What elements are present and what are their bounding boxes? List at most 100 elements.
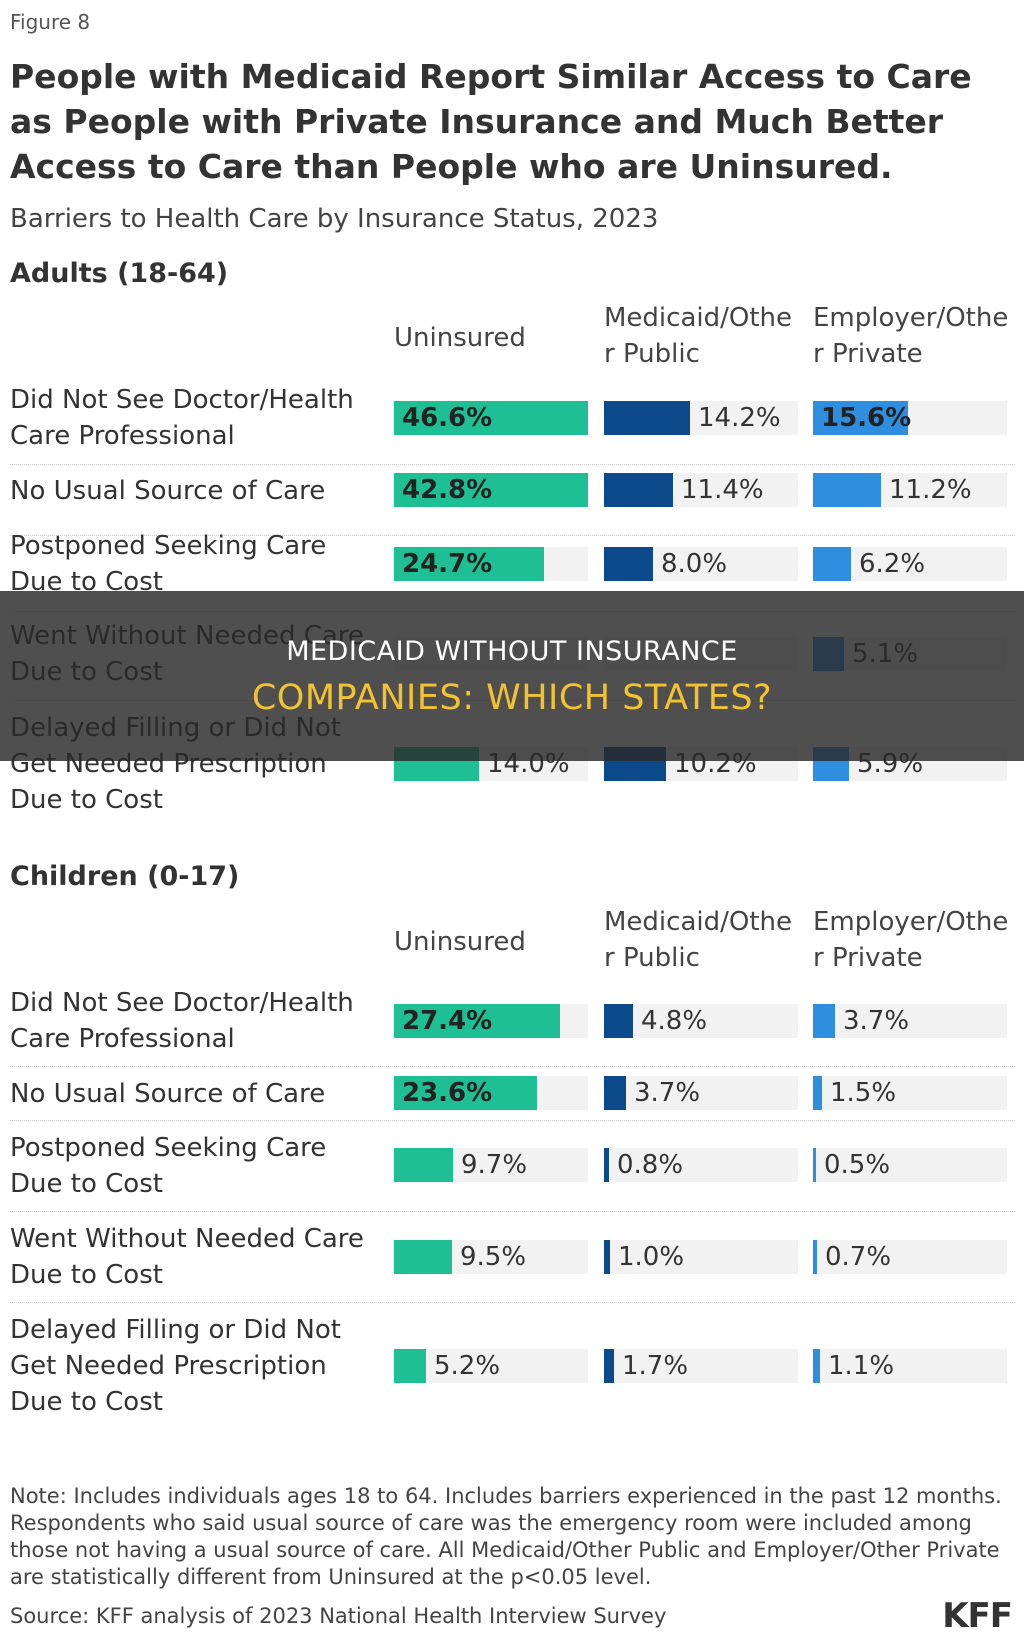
chart-title: People with Medicaid Report Similar Acce… [10, 57, 972, 186]
bar-track: 1.1% [813, 1349, 1007, 1383]
bar-track: 23.6% [394, 1076, 588, 1110]
figure-label: Figure 8 [10, 10, 91, 34]
row-label: Went Without Needed Care Due to Cost [10, 1224, 364, 1290]
data-label: 6.2% [859, 549, 926, 579]
bar-track: 9.7% [394, 1148, 588, 1182]
bar-track: 4.8% [604, 1004, 798, 1038]
row-divider [10, 1120, 1015, 1121]
column-header: Employer/Other Private [813, 907, 1009, 973]
data-label: 15.6% [821, 403, 912, 433]
bar [604, 401, 690, 435]
section-title: Adults (18-64) [10, 258, 229, 289]
column-header: Uninsured [394, 323, 526, 353]
row-divider [10, 464, 1015, 465]
column-header: Uninsured [394, 927, 526, 957]
chart-source: Source: KFF analysis of 2023 National He… [10, 1604, 667, 1628]
bar [813, 1240, 817, 1274]
data-label: 1.7% [622, 1351, 689, 1381]
bar [394, 1349, 426, 1383]
bar [394, 1240, 452, 1274]
caption-overlay [0, 591, 1024, 761]
bar [813, 1148, 816, 1182]
data-label: 27.4% [402, 1006, 493, 1036]
column-header: Medicaid/Other Public [604, 907, 793, 973]
row-label: Postponed Seeking Care Due to Cost [10, 1133, 327, 1199]
data-label: 8.0% [661, 549, 728, 579]
bar [604, 1076, 626, 1110]
bar-track: 24.7% [394, 547, 588, 581]
bar-track: 11.4% [604, 473, 798, 507]
bar-track: 15.6% [813, 401, 1007, 435]
bar-track: 14.2% [604, 401, 798, 435]
kff-logo: KFF [942, 1596, 1013, 1636]
chart-subtitle: Barriers to Health Care by Insurance Sta… [10, 204, 659, 234]
data-label: 9.5% [460, 1242, 527, 1272]
bar-track: 42.8% [394, 473, 588, 507]
bar [813, 1076, 822, 1110]
column-header: Medicaid/Other Public [604, 303, 793, 369]
bar [394, 547, 544, 581]
data-label: 14.2% [698, 403, 781, 433]
bar-track: 1.5% [813, 1076, 1007, 1110]
bar [813, 547, 851, 581]
row-label: Did Not See Doctor/Health Care Professio… [10, 988, 354, 1054]
bar [604, 1349, 614, 1383]
bar [394, 473, 588, 507]
row-label: Postponed Seeking Care Due to Cost [10, 531, 327, 597]
data-label: 24.7% [402, 549, 493, 579]
bar [813, 1004, 835, 1038]
data-label: 42.8% [402, 475, 493, 505]
bar [813, 473, 881, 507]
bar-track: 0.8% [604, 1148, 798, 1182]
row-divider [10, 1066, 1015, 1067]
data-label: 5.2% [434, 1351, 501, 1381]
data-label: 23.6% [402, 1078, 493, 1108]
bar-track: 1.7% [604, 1349, 798, 1383]
data-label: 4.8% [641, 1006, 708, 1036]
bar-track: 11.2% [813, 473, 1007, 507]
data-label: 0.7% [825, 1242, 892, 1272]
bar-track: 3.7% [604, 1076, 798, 1110]
data-label: 46.6% [402, 403, 493, 433]
row-label: Delayed Filling or Did Not Get Needed Pr… [10, 1315, 341, 1417]
data-label: 1.5% [830, 1078, 897, 1108]
bar [604, 547, 653, 581]
chart-note: Note: Includes individuals ages 18 to 64… [10, 1484, 1002, 1589]
data-label: 0.8% [617, 1150, 684, 1180]
data-label: 3.7% [843, 1006, 910, 1036]
bar-track: 1.0% [604, 1240, 798, 1274]
overlay-headline-line1: MEDICAID WITHOUT INSURANCE [286, 636, 738, 667]
data-label: 3.7% [634, 1078, 701, 1108]
bar-track: 5.2% [394, 1349, 588, 1383]
bar [394, 1076, 537, 1110]
bar-track: 46.6% [394, 401, 588, 435]
row-divider [10, 535, 1015, 536]
bar-track: 0.5% [813, 1148, 1007, 1182]
bar [394, 1004, 560, 1038]
row-label: No Usual Source of Care [10, 476, 326, 506]
data-label: 1.1% [828, 1351, 895, 1381]
bar-track: 8.0% [604, 547, 798, 581]
data-label: 1.0% [618, 1242, 685, 1272]
row-divider [10, 1211, 1015, 1212]
row-label: Did Not See Doctor/Health Care Professio… [10, 385, 354, 451]
overlay-headline-line2: COMPANIES: WHICH STATES? [251, 678, 773, 718]
bar-track: 0.7% [813, 1240, 1007, 1274]
data-label: 11.4% [681, 475, 764, 505]
bar [394, 1148, 453, 1182]
column-header: Employer/Other Private [813, 303, 1009, 369]
bar-track: 27.4% [394, 1004, 588, 1038]
data-label: 9.7% [461, 1150, 528, 1180]
data-label: 11.2% [889, 475, 972, 505]
bar [604, 1148, 609, 1182]
data-label: 0.5% [824, 1150, 891, 1180]
bar [604, 1004, 633, 1038]
row-label: No Usual Source of Care [10, 1079, 326, 1109]
bar [604, 473, 673, 507]
bar-track: 6.2% [813, 547, 1007, 581]
row-divider [10, 1302, 1015, 1303]
bar [813, 401, 908, 435]
bar [394, 401, 588, 435]
bar [813, 1349, 820, 1383]
bar-track: 9.5% [394, 1240, 588, 1274]
